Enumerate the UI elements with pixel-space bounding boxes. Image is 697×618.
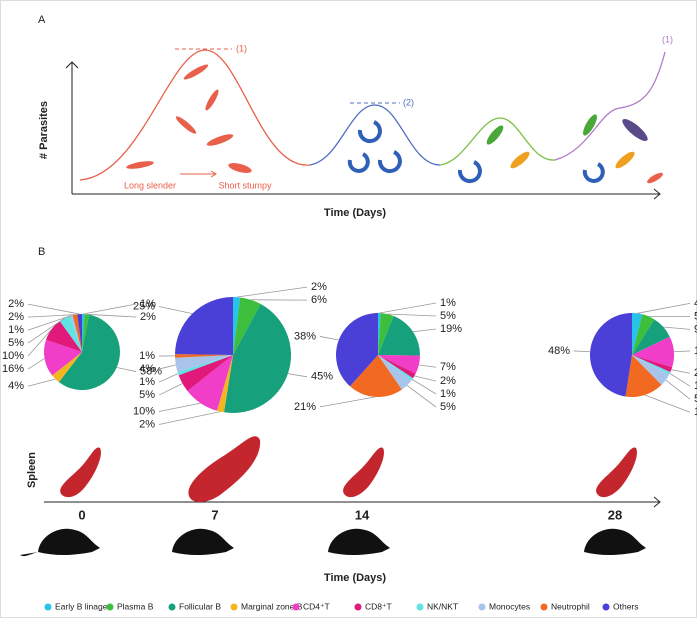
legend-swatch xyxy=(45,604,52,611)
legend-swatch xyxy=(107,604,114,611)
legend-label: Follicular B xyxy=(179,601,221,611)
legend-swatch xyxy=(231,604,238,611)
organ-label: Spleen xyxy=(26,452,38,488)
day-label: 0 xyxy=(78,507,85,522)
data-label: 2% xyxy=(8,311,24,323)
legend-label: Others xyxy=(613,601,639,611)
legend-swatch xyxy=(355,604,362,611)
form-label: Short stumpy xyxy=(218,180,272,190)
data-label: 1% xyxy=(440,297,456,309)
data-label: 1% xyxy=(440,388,456,400)
panel-label: A xyxy=(38,14,46,26)
peak-label: (2) xyxy=(403,97,414,107)
data-label: 1% xyxy=(8,324,24,336)
data-label: 4% xyxy=(8,380,24,392)
form-label: Long slender xyxy=(124,180,176,190)
data-label: 48% xyxy=(548,345,570,357)
legend-swatch xyxy=(417,604,424,611)
data-label: 1% xyxy=(139,376,155,388)
x-label: Time (Days) xyxy=(324,572,386,584)
data-label: 5% xyxy=(8,337,24,349)
data-label: 5% xyxy=(440,401,456,413)
page: {"panel_a": {"label": "A", "y_label": "#… xyxy=(0,0,697,618)
legend-label: Neutrophil xyxy=(551,601,590,611)
data-label: 2% xyxy=(440,375,456,387)
data-label: 5% xyxy=(440,310,456,322)
legend-label: Plasma B xyxy=(117,601,154,611)
data-label: 10% xyxy=(133,405,155,417)
peak-label: (1) xyxy=(662,34,673,44)
legend-label: CD4⁺T xyxy=(303,601,330,611)
data-label: 4% xyxy=(139,363,155,375)
data-label: 45% xyxy=(311,371,333,383)
x-label: Time (Days) xyxy=(324,207,386,219)
frame xyxy=(1,1,697,618)
legend-label: NK/NKT xyxy=(427,601,458,611)
data-label: 5% xyxy=(139,389,155,401)
peak-label: (1) xyxy=(236,43,247,53)
figure: A # Parasites Time (Days) (1) (2) (1) Lo… xyxy=(0,0,697,618)
day-label: 7 xyxy=(211,507,218,522)
data-label: 2% xyxy=(311,281,327,293)
data-label: 16% xyxy=(2,363,24,375)
legend-swatch xyxy=(541,604,548,611)
data-label: 6% xyxy=(311,294,327,306)
data-label: 2% xyxy=(8,298,24,310)
legend-swatch xyxy=(603,604,610,611)
data-label: 2% xyxy=(139,418,155,430)
data-label: 2% xyxy=(140,311,156,323)
panel-label: B xyxy=(38,246,45,258)
data-label: 7% xyxy=(440,361,456,373)
data-label: 21% xyxy=(294,401,316,413)
data-label: 19% xyxy=(440,323,462,335)
legend-swatch xyxy=(479,604,486,611)
legend-label: Early B linage xyxy=(55,601,108,611)
data-label: 1% xyxy=(139,350,155,362)
data-label: 38% xyxy=(294,330,316,342)
day-label: 28 xyxy=(608,507,622,522)
legend-label: CD8⁺T xyxy=(365,601,392,611)
legend-swatch xyxy=(169,604,176,611)
y-label: # Parasites xyxy=(38,101,50,159)
legend-swatch xyxy=(293,604,300,611)
data-label: 10% xyxy=(2,350,24,362)
data-label: 25% xyxy=(133,300,155,312)
legend-label: Monocytes xyxy=(489,601,530,611)
day-label: 14 xyxy=(355,507,370,522)
